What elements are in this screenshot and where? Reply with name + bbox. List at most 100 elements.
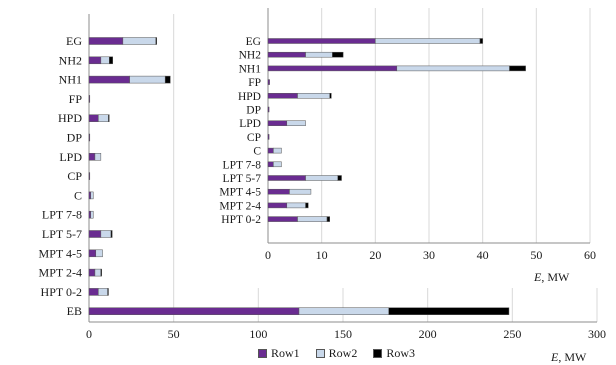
main-category-label: FP [69,92,83,106]
inset-background [205,6,613,288]
legend-item-row1: Row1 [258,346,300,361]
main-category-label: HPT 0-2 [41,285,82,299]
inset-bar-row1 [267,202,288,209]
main-bar-row1 [88,230,102,238]
main-bar-row1 [88,210,91,219]
inset-bar-row1 [267,161,274,168]
main-bar-row1 [88,249,97,258]
main-bar-row3 [388,307,510,315]
main-bar-row2 [90,210,94,219]
inset-x-axis-symbol: E [533,270,542,284]
main-x-tick-label: 100 [249,327,267,341]
main-bar-row1 [88,56,102,65]
inset-bar-row1 [267,147,274,154]
inset-bar-row1 [267,38,376,44]
main-category-label: MPT 2-4 [39,266,82,280]
inset-bar-row3 [326,216,330,222]
main-x-tick-label: 50 [168,327,180,341]
inset-bar-row1 [267,79,270,85]
inset-bar-row3 [509,65,526,72]
legend-swatch-row2 [315,349,325,358]
main-bar-row2 [122,37,157,45]
main-bar-row1 [88,307,300,315]
main-bar-row1 [88,288,99,296]
inset-bar-row1 [267,93,298,99]
main-bar-row1 [88,172,91,180]
inset-bar-row2 [297,216,328,222]
main-bar-row3 [109,56,113,65]
main-bar-row1 [88,114,99,122]
legend-item-row2: Row2 [315,346,358,361]
legend-label-row3: Row3 [386,346,416,360]
inset-bar-row2 [375,38,481,44]
main-category-label: LPT 5-7 [42,227,82,241]
legend-label-row2: Row2 [328,346,358,360]
main-x-tick-label: 200 [419,327,437,341]
main-bar-row2 [90,191,94,200]
inset-x-tick-label: 0 [265,248,271,262]
main-bar-row1 [88,191,91,200]
inset-bar-row2 [273,147,282,154]
main-bar-row2 [94,153,102,161]
main-category-label: LPD [59,150,82,164]
main-bar-row2 [298,307,389,315]
main-bar-row2 [94,268,102,277]
main-bar-row3 [100,268,102,277]
legend-item-row3: Row3 [373,346,415,361]
inset-category-label: FP [248,77,261,89]
inset-category-label: HPT 0-2 [221,214,261,226]
inset-bar-row3 [479,38,483,44]
inset-bar-row3 [332,51,344,58]
inset-bar-row3 [329,93,332,99]
main-bar-row3 [110,230,113,238]
main-category-label: EG [66,34,82,48]
inset-category-label: HPD [238,91,261,103]
main-category-label: CP [67,169,82,183]
inset-category-label: C [253,146,261,158]
main-category-label: EB [67,304,82,318]
inset-bar-row2 [297,93,330,99]
inset-bar-row2 [396,65,510,72]
main-bar-row1 [88,268,96,277]
main-bar-row2 [100,56,110,65]
main-bar-row2 [98,114,109,122]
inset-category-label: NH2 [239,50,262,62]
main-x-tick-label: 150 [334,327,352,341]
inset-x-tick-label: 30 [423,248,435,262]
main-bar-row1 [88,153,96,161]
inset-x-tick-label: 20 [369,248,381,262]
inset-x-tick-label: 50 [530,248,542,262]
main-bar-row3 [155,37,157,45]
inset-bar-row1 [267,120,288,126]
main-bar-row2 [129,75,166,84]
main-category-label: LPT 7-8 [42,208,82,222]
chart-legend: Row1 Row2 Row3 [258,346,415,361]
inset-bar-row2 [286,120,306,126]
inset-bar-row3 [305,202,309,209]
legend-swatch-row1 [258,349,267,358]
main-category-label: NH2 [59,53,82,67]
inset-x-axis-title: E, MW [533,270,570,284]
legend-label-row1: Row1 [271,346,300,360]
inset-category-label: MPT 4-5 [219,187,261,199]
inset-bar-row1 [267,175,306,181]
main-category-label: NH1 [59,73,82,87]
inset-category-label: LPT 7-8 [223,159,262,171]
main-category-label: DP [67,131,83,145]
main-x-tick-label: 0 [86,327,92,341]
inset-bar-row2 [305,175,339,181]
inset-x-tick-label: 40 [477,248,489,262]
inset-bar-row1 [267,65,398,72]
main-bar-row2 [100,230,112,238]
inset-category-label: EG [246,36,261,48]
inset-bar-row2 [305,51,333,58]
inset-category-label: LPT 5-7 [223,173,262,185]
inset-bar-row3 [337,175,342,181]
inset-bar-row2 [273,161,282,168]
inset-bar-row2 [286,202,306,209]
main-bar-row3 [107,288,109,296]
inset-bar-row1 [267,134,270,140]
main-bar-row1 [88,95,91,103]
main-bar-row1 [88,37,124,45]
